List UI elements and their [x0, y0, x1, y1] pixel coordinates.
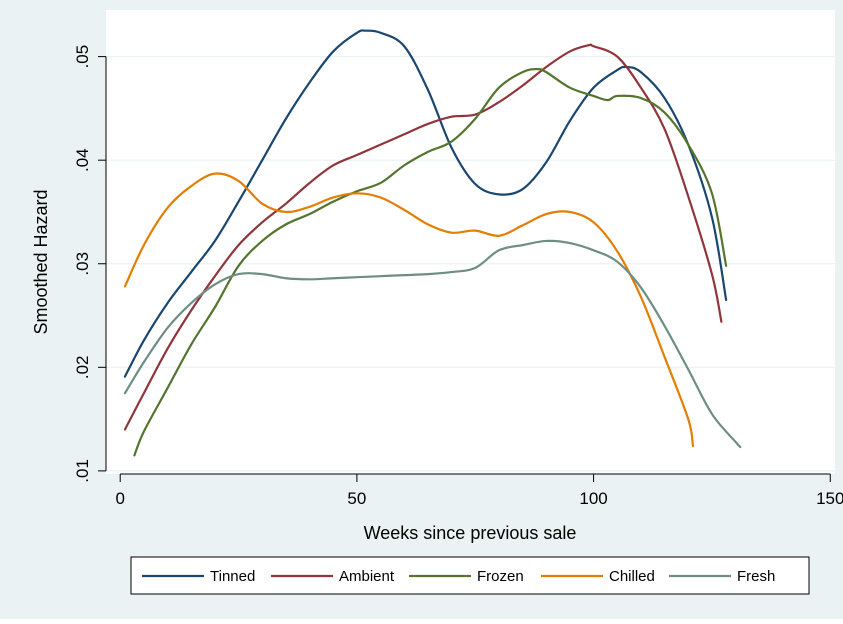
y-tick-label: .05	[73, 45, 92, 69]
y-tick-label: .02	[73, 356, 92, 380]
series-line-ambient	[123, 43, 723, 431]
y-tick-label: .01	[73, 459, 92, 483]
x-tick-label: 150	[816, 489, 843, 508]
series-line-tinned	[123, 29, 728, 378]
y-tick-label: .04	[73, 148, 92, 172]
axes: 0 50 100 150 .01 .02 .03 .04 .05	[73, 45, 843, 508]
legend: Tinned Ambient Frozen Chilled Fresh	[130, 556, 810, 595]
plot-area	[106, 10, 835, 474]
legend-label-chilled: Chilled	[609, 568, 655, 585]
x-tick-label: 0	[115, 489, 124, 508]
series-lines	[123, 29, 742, 457]
x-tick-label: 100	[579, 489, 607, 508]
series-line-fresh	[123, 239, 742, 449]
series-line-chilled	[123, 172, 695, 448]
legend-label-tinned: Tinned	[210, 568, 255, 585]
y-axis-title: Smoothed Hazard	[31, 189, 51, 334]
legend-label-fresh: Fresh	[737, 568, 775, 585]
gridlines	[106, 56, 835, 472]
x-axis-title: Weeks since previous sale	[364, 523, 577, 543]
y-tick-label: .03	[73, 252, 92, 276]
legend-label-frozen: Frozen	[477, 568, 524, 585]
legend-label-ambient: Ambient	[339, 568, 395, 585]
x-tick-label: 50	[347, 489, 366, 508]
